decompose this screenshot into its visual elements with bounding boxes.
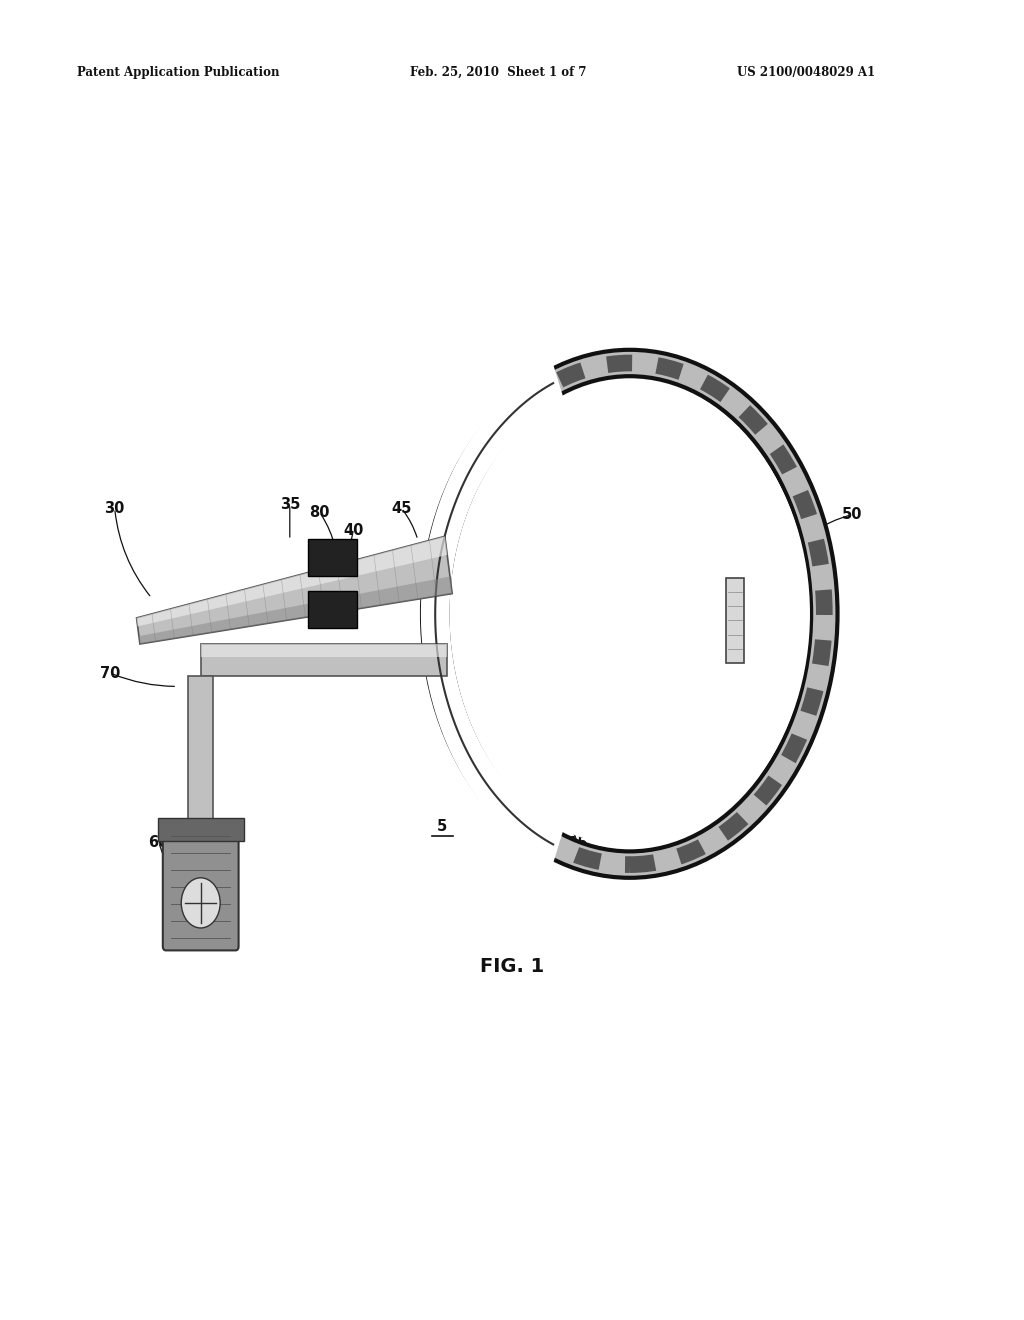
Text: 20: 20	[507, 459, 527, 475]
Text: FIG. 1: FIG. 1	[480, 957, 544, 975]
Text: Patent Application Publication: Patent Application Publication	[77, 66, 280, 79]
Polygon shape	[136, 536, 453, 644]
Text: 30: 30	[104, 500, 125, 516]
Polygon shape	[421, 363, 563, 865]
FancyBboxPatch shape	[163, 824, 239, 950]
Bar	[308, 539, 357, 576]
Circle shape	[181, 878, 220, 928]
Bar	[308, 591, 357, 628]
Bar	[158, 818, 244, 841]
Text: Feb. 25, 2010  Sheet 1 of 7: Feb. 25, 2010 Sheet 1 of 7	[410, 66, 586, 79]
Polygon shape	[188, 676, 213, 825]
Text: 80: 80	[309, 504, 330, 520]
Text: US 2100/0048029 A1: US 2100/0048029 A1	[737, 66, 876, 79]
Bar	[726, 578, 744, 663]
Text: 70: 70	[100, 665, 121, 681]
Polygon shape	[201, 644, 447, 676]
Text: 60: 60	[148, 834, 169, 850]
Polygon shape	[136, 536, 447, 627]
Text: 40: 40	[343, 523, 364, 539]
Polygon shape	[201, 644, 447, 657]
Text: 50: 50	[842, 507, 862, 523]
Circle shape	[450, 381, 810, 846]
Text: 35: 35	[280, 496, 300, 512]
Text: 45: 45	[391, 500, 412, 516]
Text: 15: 15	[567, 836, 588, 851]
Text: 60: 60	[466, 664, 486, 680]
Polygon shape	[139, 577, 453, 644]
Text: 10: 10	[729, 498, 750, 513]
Text: 5: 5	[437, 818, 447, 834]
